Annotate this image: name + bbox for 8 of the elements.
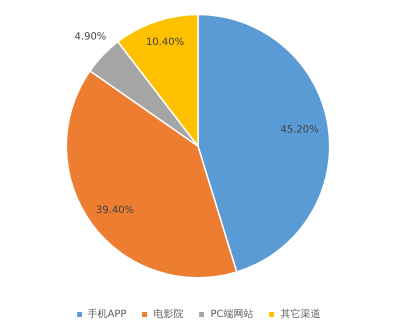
legend-label: 其它渠道 [280,308,320,321]
data-label: 4.90% [74,31,106,42]
legend-label: 电影院 [153,308,184,321]
legend-label: 手机APP [88,308,126,321]
data-label: 10.40% [146,37,184,48]
data-label: 45.20% [280,124,319,136]
data-label: 39.40% [96,205,134,216]
legend-label: PC端网站 [210,308,254,321]
